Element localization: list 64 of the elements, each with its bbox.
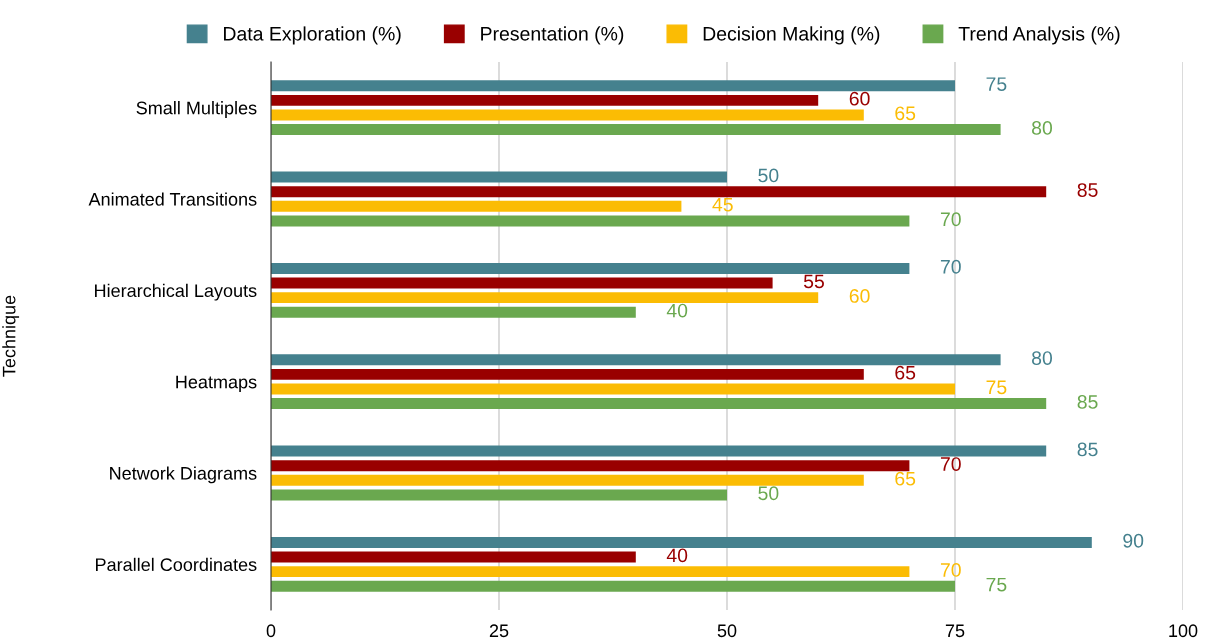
data-label: 80 [1032, 121, 1053, 135]
data-label: 65 [895, 106, 916, 121]
y-tick-label: Small Multiples [136, 101, 257, 118]
bar [271, 200, 682, 212]
y-tick-label: Hierarchical Layouts [95, 283, 257, 301]
bar [271, 566, 910, 578]
data-label: 90 [1123, 533, 1144, 548]
y-tick-label: Parallel Coordinates [96, 557, 257, 572]
bar [271, 580, 955, 592]
legend-label: Presentation (%) [481, 26, 624, 45]
x-tick-label: 25 [489, 624, 509, 638]
data-label: 75 [986, 77, 1007, 91]
y-axis-title: Technique [2, 295, 20, 377]
legend-label: Data Exploration (%) [224, 26, 401, 45]
bar [271, 551, 636, 563]
x-tick-label: 0 [266, 624, 276, 638]
x-tick-label: 50 [717, 624, 737, 638]
data-label: 85 [1077, 395, 1098, 409]
data-label: 70 [940, 457, 961, 471]
data-label: 65 [895, 471, 916, 486]
data-label: 70 [940, 212, 961, 227]
bar [271, 94, 819, 106]
data-label: 75 [986, 577, 1007, 592]
data-label: 60 [849, 91, 870, 106]
y-tick-label: Heatmaps [176, 375, 257, 392]
bar [271, 215, 910, 227]
data-label: 45 [712, 197, 733, 212]
bar [271, 489, 727, 501]
y-tick-label: Animated Transitions [88, 192, 257, 206]
data-label: 85 [1077, 183, 1098, 197]
data-label: 40 [666, 548, 688, 563]
bar [271, 354, 1001, 366]
data-label: 50 [758, 168, 779, 183]
data-label: 40 [666, 303, 688, 318]
data-label: 65 [895, 365, 916, 380]
legend-label: Decision Making (%) [703, 26, 880, 45]
data-label: 75 [986, 380, 1007, 395]
bar [271, 306, 636, 318]
y-tick-label: Network Diagrams [110, 466, 257, 484]
bar [271, 398, 1047, 410]
bar [271, 277, 773, 289]
x-tick-label: 100 [1169, 624, 1198, 638]
bar [271, 368, 864, 380]
data-label: 85 [1077, 442, 1098, 457]
bar [271, 383, 955, 395]
legend-label: Trend Analysis (%) [958, 26, 1120, 45]
bar [271, 80, 955, 92]
bar [271, 109, 864, 121]
bar [271, 445, 1047, 457]
bar [271, 186, 1047, 198]
bar [271, 292, 819, 304]
bar [271, 474, 864, 486]
bar [271, 171, 727, 183]
bar [271, 124, 1001, 136]
data-label: 60 [849, 289, 870, 303]
data-label: 70 [940, 563, 961, 577]
data-label: 80 [1032, 351, 1053, 365]
data-label: 70 [940, 259, 961, 274]
bar [271, 262, 910, 274]
bar [271, 460, 910, 472]
x-tick-label: 75 [945, 624, 965, 638]
bar [271, 536, 1092, 548]
data-label: 55 [803, 274, 824, 289]
data-label: 50 [758, 486, 779, 501]
